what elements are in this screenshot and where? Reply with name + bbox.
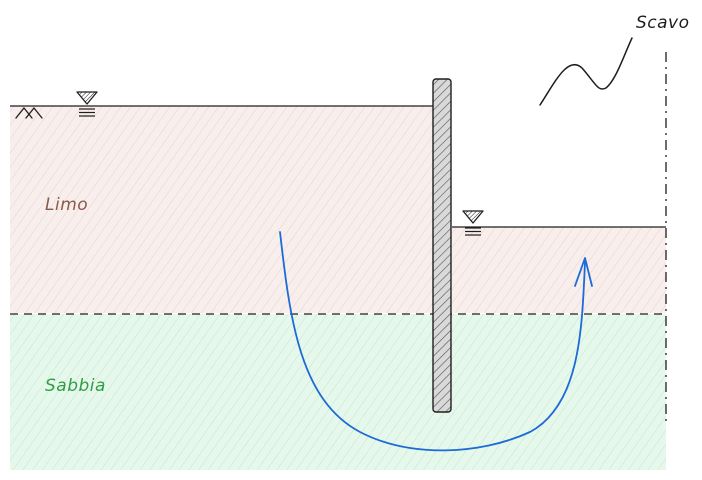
water-level-triangle-icon <box>76 91 98 117</box>
ground-surface-symbol-icon <box>15 106 43 119</box>
silt-layer-left <box>10 106 433 313</box>
retaining-wall <box>432 78 452 413</box>
sand-layer <box>10 314 666 470</box>
excavation-label: Scavo <box>636 13 690 33</box>
silt-layer-right <box>452 227 666 313</box>
silt-layer-label: Limo <box>45 195 88 215</box>
sand-layer-label: Sabbia <box>45 376 106 396</box>
excavation-pointer-line <box>539 37 633 106</box>
water-level-triangle-icon <box>462 210 484 236</box>
seepage-flow-arrow-icon <box>279 231 593 452</box>
